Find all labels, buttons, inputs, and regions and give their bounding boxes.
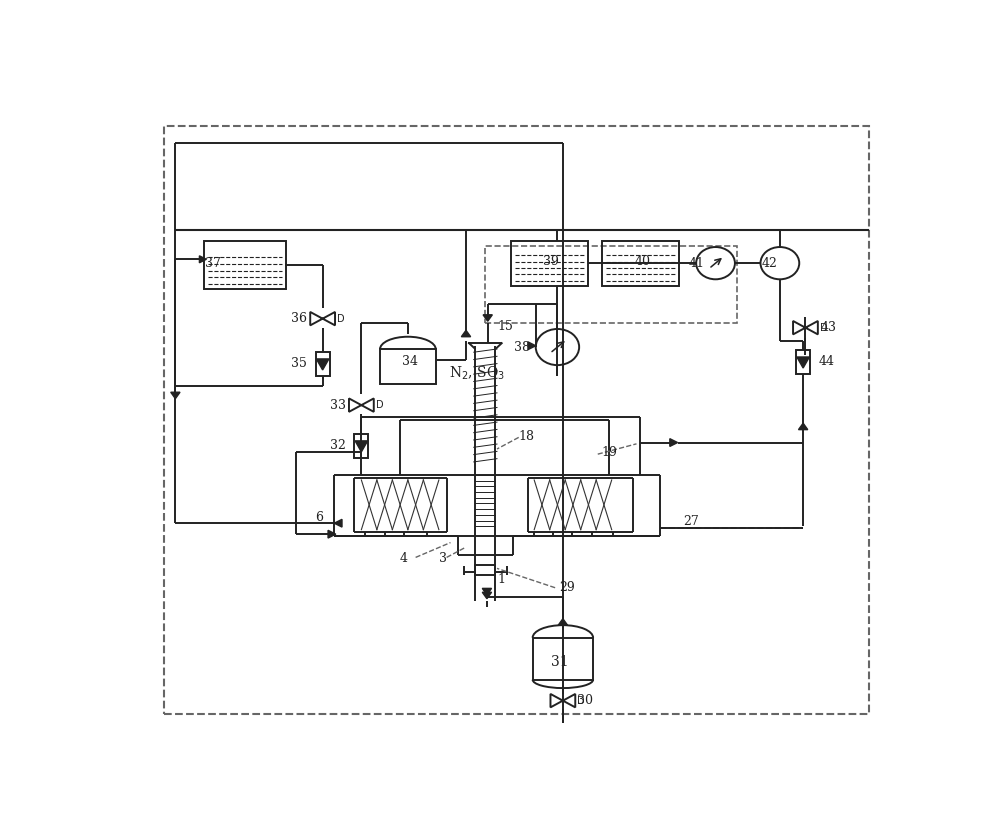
- Polygon shape: [328, 530, 336, 538]
- Text: 31: 31: [551, 655, 569, 669]
- Text: 19: 19: [602, 446, 618, 458]
- Polygon shape: [171, 392, 180, 399]
- Text: D: D: [376, 400, 383, 410]
- Polygon shape: [199, 256, 206, 263]
- Bar: [796, 349, 810, 374]
- Bar: [354, 433, 368, 458]
- Bar: [511, 241, 588, 286]
- Text: 44: 44: [819, 355, 835, 369]
- Bar: [204, 241, 286, 289]
- Text: 39: 39: [544, 256, 559, 268]
- Polygon shape: [798, 423, 808, 430]
- Text: D: D: [577, 696, 585, 706]
- Text: 6: 6: [315, 511, 323, 524]
- Text: 36: 36: [291, 313, 307, 325]
- Text: 43: 43: [820, 321, 836, 334]
- Text: 3: 3: [439, 552, 447, 565]
- Text: 41: 41: [689, 256, 705, 270]
- Text: 38: 38: [514, 340, 530, 354]
- Polygon shape: [355, 441, 368, 452]
- Text: D: D: [337, 313, 345, 323]
- Polygon shape: [797, 357, 809, 368]
- Bar: [380, 349, 436, 384]
- Text: 30: 30: [577, 694, 593, 707]
- Text: 15: 15: [497, 320, 513, 333]
- Polygon shape: [461, 330, 471, 337]
- Polygon shape: [482, 592, 492, 598]
- Polygon shape: [482, 588, 492, 595]
- Bar: [602, 241, 679, 286]
- Polygon shape: [558, 618, 568, 625]
- Polygon shape: [316, 359, 329, 370]
- Bar: [316, 352, 330, 376]
- Text: 1: 1: [498, 573, 506, 586]
- Text: 35: 35: [291, 357, 307, 370]
- Text: 34: 34: [402, 355, 418, 369]
- Bar: [485, 246, 737, 323]
- Bar: [533, 638, 593, 680]
- Text: 42: 42: [762, 256, 778, 270]
- Text: 29: 29: [559, 582, 575, 594]
- Polygon shape: [528, 342, 536, 349]
- Text: 27: 27: [683, 515, 699, 528]
- Bar: [475, 565, 495, 575]
- Text: D: D: [820, 323, 827, 333]
- Text: 18: 18: [519, 430, 535, 442]
- Polygon shape: [670, 438, 678, 447]
- Text: 4: 4: [400, 552, 408, 565]
- Text: N$_2$, SO$_3$: N$_2$, SO$_3$: [449, 365, 505, 381]
- Text: 32: 32: [330, 439, 346, 453]
- Text: 37: 37: [205, 256, 221, 270]
- Text: 40: 40: [634, 256, 650, 268]
- Polygon shape: [334, 520, 342, 527]
- Text: 33: 33: [330, 399, 346, 411]
- Polygon shape: [483, 315, 492, 321]
